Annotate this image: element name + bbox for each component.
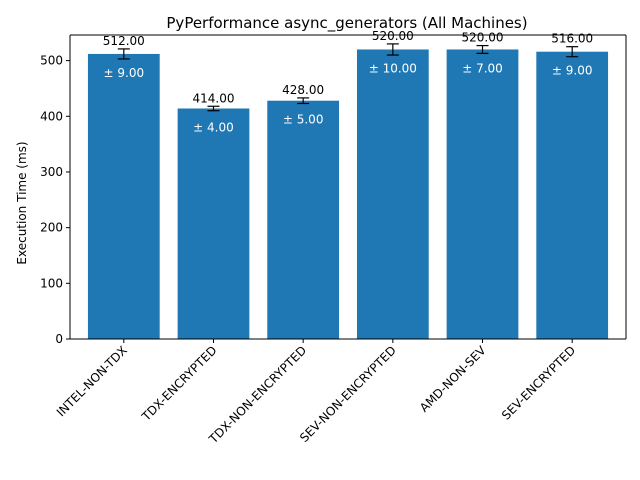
error-label: ± 10.00 — [369, 61, 417, 75]
bar — [536, 51, 609, 339]
bar — [87, 53, 160, 339]
value-label: 520.00 — [462, 31, 504, 45]
bar — [446, 49, 519, 339]
value-label: 414.00 — [192, 91, 234, 105]
y-tick-label: 200 — [40, 221, 63, 235]
y-axis-label: Execution Time (ms) — [15, 141, 29, 264]
y-tick-label: 300 — [40, 165, 63, 179]
x-tick-label: TDX-ENCRYPTED — [138, 343, 219, 424]
value-label: 520.00 — [372, 29, 414, 43]
value-label: 512.00 — [103, 34, 145, 48]
error-label: ± 9.00 — [104, 66, 145, 80]
error-label: ± 5.00 — [283, 113, 324, 127]
value-label: 428.00 — [282, 83, 324, 97]
y-tick-label: 400 — [40, 109, 63, 123]
x-tick-label: SEV-ENCRYPTED — [499, 343, 578, 422]
x-tick-label: SEV-NON-ENCRYPTED — [297, 343, 399, 445]
y-tick-label: 500 — [40, 54, 63, 68]
x-tick-label: TDX-NON-ENCRYPTED — [206, 343, 310, 447]
bar — [267, 100, 340, 339]
error-label: ± 9.00 — [552, 64, 593, 78]
error-label: ± 7.00 — [462, 61, 503, 75]
plot-area: 512.00 ± 9.00 414.00 ± 4.00 428.00 ± 5.00 520.… — [40, 29, 627, 447]
x-tick-label: INTEL-NON-TDX — [54, 343, 130, 419]
x-tick-label: AMD-NON-SEV — [417, 343, 489, 415]
value-label: 516.00 — [551, 32, 593, 46]
error-label: ± 4.00 — [193, 120, 234, 134]
bar — [177, 108, 250, 339]
bar — [356, 49, 429, 339]
y-tick-label: 100 — [40, 276, 63, 290]
y-tick-label: 0 — [55, 332, 63, 346]
chart-title: PyPerformance async_generators (All Mach… — [166, 14, 527, 33]
